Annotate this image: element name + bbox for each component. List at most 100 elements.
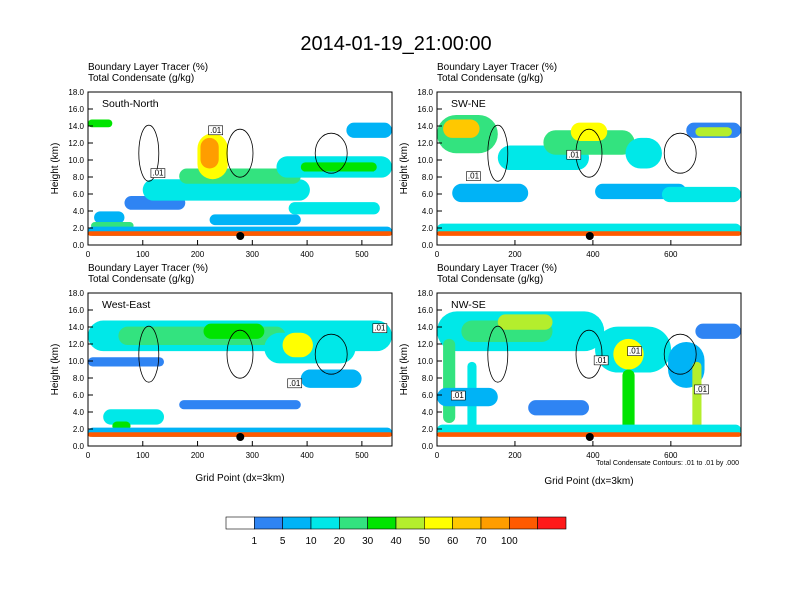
y-tick-label: 14.0 [417, 122, 433, 131]
shading-blob [94, 211, 125, 224]
panel-header-tracer: Boundary Layer Tracer (%) [88, 62, 208, 73]
contour-label: .01 [568, 150, 580, 159]
x-tick-label: 400 [586, 451, 600, 460]
y-axis-label: Height (km) [50, 143, 61, 195]
colorbar-label: 40 [390, 536, 402, 547]
contour-label: .01 [210, 126, 222, 135]
panel-nw-se: Boundary Layer Tracer (%)Total Condensat… [399, 263, 742, 460]
contour-line [575, 329, 603, 379]
contour-line [487, 325, 509, 383]
shading-blob [209, 214, 301, 226]
shading-blob [443, 338, 456, 424]
x-tick-label: 0 [86, 451, 91, 460]
contour-label: .01 [468, 172, 480, 181]
contour-label-box [450, 390, 466, 401]
contour-label-box [466, 171, 481, 181]
y-tick-label: 16.0 [417, 306, 433, 315]
shading-field [437, 114, 741, 236]
y-tick-label: 8.0 [422, 374, 434, 383]
y-tick-label: 14.0 [417, 323, 433, 332]
y-tick-label: 18.0 [417, 88, 433, 97]
y-tick-label: 0.0 [422, 442, 434, 451]
contour-line [663, 132, 697, 174]
shading-blob [452, 183, 529, 203]
colorbar-swatch [480, 516, 510, 530]
y-tick-label: 12.0 [68, 340, 84, 349]
x-axis-label-left: Grid Point (dx=3km) [195, 473, 284, 484]
y-tick-label: 2.0 [422, 224, 434, 233]
shading-blob [200, 137, 219, 169]
location-marker [236, 232, 245, 240]
panel-west-east: Boundary Layer Tracer (%)Total Condensat… [50, 263, 393, 460]
colorbar-swatch [395, 516, 425, 530]
y-tick-label: 8.0 [73, 173, 85, 182]
contour-line [138, 124, 160, 182]
contour-label: .01 [629, 347, 641, 356]
contour-line [226, 329, 254, 379]
shading-blob [103, 409, 164, 425]
y-tick-label: 16.0 [68, 105, 84, 114]
axes-frame [436, 91, 742, 246]
x-tick-label: 0 [435, 451, 440, 460]
colorbar-swatch [367, 516, 397, 530]
x-tick-label: 200 [508, 250, 522, 259]
shading-blob [692, 361, 702, 431]
contour-label-box [627, 346, 642, 356]
x-tick-label: 400 [300, 451, 314, 460]
y-tick-label: 2.0 [422, 425, 434, 434]
y-tick-label: 10.0 [417, 357, 433, 366]
y-tick-label: 2.0 [73, 425, 85, 434]
shading-blob [179, 400, 301, 410]
colorbar-label: 70 [475, 536, 487, 547]
axes-frame [87, 292, 393, 447]
shading-blob [203, 323, 265, 339]
colorbar-swatch [310, 516, 340, 530]
location-marker [236, 433, 245, 441]
contour-line [314, 333, 348, 375]
shading-blob [625, 137, 662, 169]
x-tick-label: 400 [300, 250, 314, 259]
shading-blob [346, 122, 392, 138]
contour-line [663, 333, 697, 375]
y-tick-label: 4.0 [422, 408, 434, 417]
y-tick-label: 8.0 [422, 173, 434, 182]
contour-line [138, 325, 160, 383]
y-tick-label: 16.0 [68, 306, 84, 315]
axes-frame [87, 91, 393, 246]
panel-header-tracer: Boundary Layer Tracer (%) [88, 263, 208, 274]
contour-label-box [208, 125, 223, 136]
y-tick-label: 10.0 [417, 156, 433, 165]
colorbar-label: 1 [252, 536, 258, 547]
shading-blob [528, 400, 589, 416]
contour-line [487, 124, 509, 182]
shading-blob [661, 186, 741, 203]
colorbar-label: 5 [280, 536, 286, 547]
panel-header-condensate: Total Condensate (g/kg) [437, 274, 543, 285]
contour-label: .01 [596, 356, 608, 365]
y-tick-label: 6.0 [422, 190, 434, 199]
shading-blob [437, 387, 498, 407]
x-tick-label: 600 [664, 250, 678, 259]
contour-label-box [150, 168, 166, 178]
panels: Boundary Layer Tracer (%)Total Condensat… [50, 62, 742, 460]
y-tick-label: 12.0 [417, 340, 433, 349]
shading-blob [88, 357, 164, 367]
y-tick-label: 14.0 [68, 323, 84, 332]
y-tick-label: 12.0 [417, 139, 433, 148]
shading-field [88, 119, 392, 236]
contour-label: .01 [289, 379, 301, 388]
y-tick-label: 4.0 [73, 207, 85, 216]
contour-label-box [566, 149, 582, 160]
colorbar-swatch [225, 516, 255, 530]
x-tick-label: 300 [246, 250, 260, 259]
panel-label: West-East [102, 299, 150, 311]
shading-blob [88, 119, 113, 128]
shading-blob [443, 119, 480, 138]
y-tick-label: 14.0 [68, 122, 84, 131]
y-tick-label: 0.0 [422, 241, 434, 250]
x-tick-label: 500 [355, 451, 369, 460]
contour-line [226, 128, 254, 178]
colorbar-label: 100 [501, 536, 518, 547]
panel-header-condensate: Total Condensate (g/kg) [88, 274, 194, 285]
